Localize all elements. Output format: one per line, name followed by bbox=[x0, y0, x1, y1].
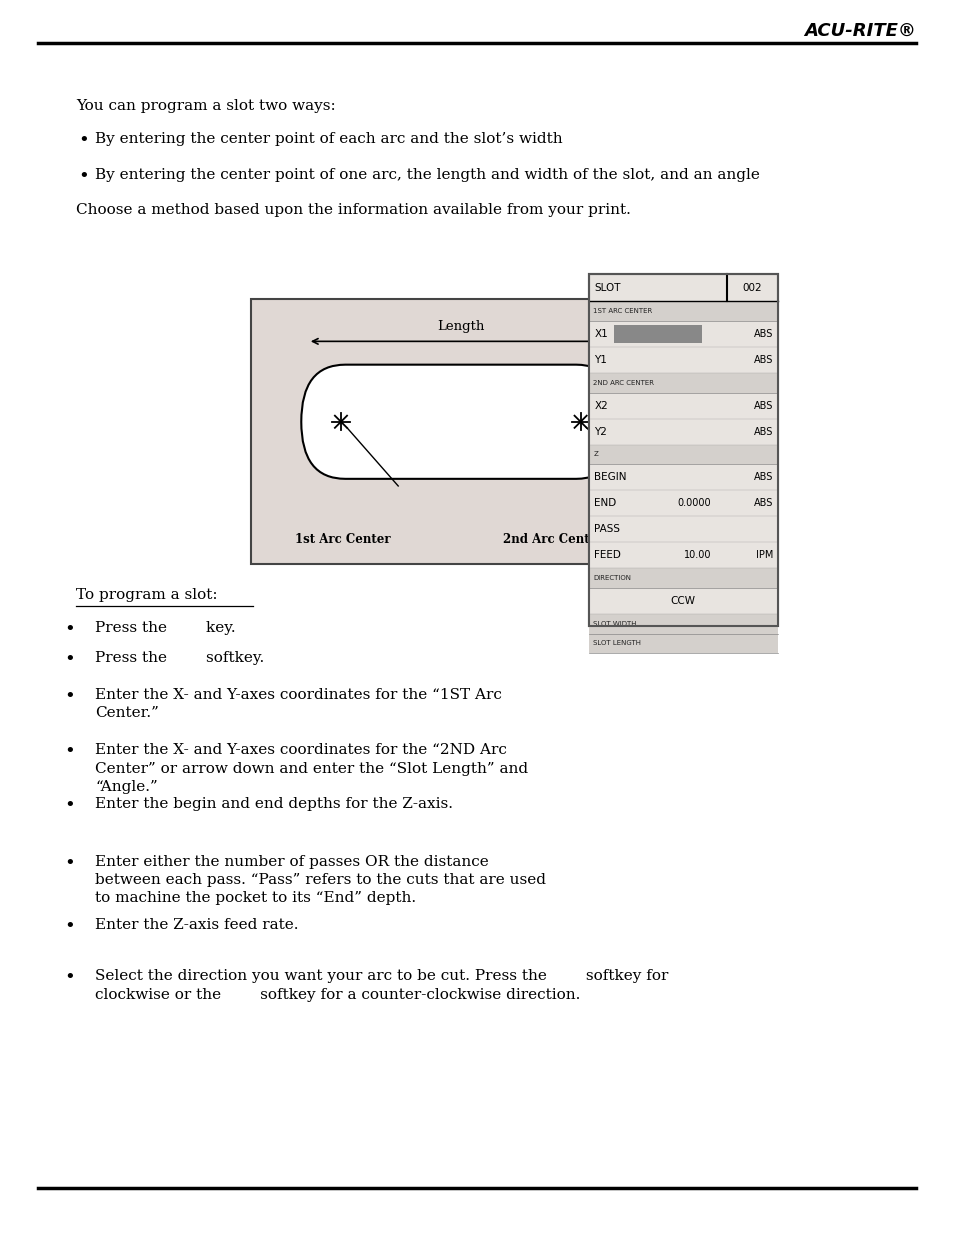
Text: SLOT WIDTH: SLOT WIDTH bbox=[593, 621, 637, 626]
Text: 2nd Arc Center: 2nd Arc Center bbox=[502, 532, 602, 546]
Text: Y1: Y1 bbox=[594, 354, 606, 366]
Bar bbox=[588, 321, 777, 347]
Text: •: • bbox=[78, 132, 89, 151]
Text: Enter the X- and Y-axes coordinates for the “2ND Arc
Center” or arrow down and e: Enter the X- and Y-axes coordinates for … bbox=[95, 743, 528, 794]
Text: 10.00: 10.00 bbox=[683, 550, 711, 561]
Text: SLOT: SLOT bbox=[594, 283, 620, 293]
Bar bbox=[588, 347, 777, 373]
Text: X1: X1 bbox=[594, 329, 607, 340]
Text: ABS: ABS bbox=[754, 498, 773, 509]
Text: IPM: IPM bbox=[756, 550, 773, 561]
Text: •: • bbox=[64, 621, 74, 640]
Text: To program a slot:: To program a slot: bbox=[76, 588, 217, 601]
Text: By entering the center point of each arc and the slot’s width: By entering the center point of each arc… bbox=[95, 132, 562, 146]
Text: •: • bbox=[64, 651, 74, 669]
Bar bbox=[588, 490, 777, 516]
Text: SLOT LENGTH: SLOT LENGTH bbox=[593, 641, 640, 646]
Bar bbox=[588, 301, 777, 321]
Text: PASS: PASS bbox=[594, 524, 619, 535]
Text: You can program a slot two ways:: You can program a slot two ways: bbox=[76, 99, 335, 112]
Bar bbox=[588, 393, 777, 419]
Text: Choose a method based upon the information available from your print.: Choose a method based upon the informati… bbox=[76, 203, 631, 216]
Text: Select the direction you want your arc to be cut. Press the        softkey for
c: Select the direction you want your arc t… bbox=[95, 969, 668, 1002]
Bar bbox=[588, 588, 777, 614]
Text: Length: Length bbox=[436, 320, 484, 332]
Bar bbox=[588, 464, 777, 490]
Bar bbox=[588, 542, 777, 568]
Text: 1ST ARC CENTER: 1ST ARC CENTER bbox=[593, 309, 652, 314]
Bar bbox=[588, 274, 777, 626]
Text: END: END bbox=[594, 498, 616, 509]
Text: ABS: ABS bbox=[754, 426, 773, 437]
Bar bbox=[588, 373, 777, 393]
Text: •: • bbox=[64, 918, 74, 936]
Text: BEGIN: BEGIN bbox=[594, 472, 626, 483]
Text: Z: Z bbox=[593, 452, 598, 457]
Text: •: • bbox=[64, 797, 74, 815]
Text: ABS: ABS bbox=[754, 354, 773, 366]
Text: 002: 002 bbox=[741, 283, 761, 293]
Bar bbox=[251, 299, 670, 564]
Text: 2ND ARC CENTER: 2ND ARC CENTER bbox=[593, 380, 654, 385]
Text: DIRECTION: DIRECTION bbox=[593, 576, 631, 580]
Text: •: • bbox=[64, 688, 74, 706]
Text: Press the        key.: Press the key. bbox=[95, 621, 235, 635]
Text: •: • bbox=[64, 969, 74, 988]
Text: Y2: Y2 bbox=[594, 426, 606, 437]
Text: CCW: CCW bbox=[670, 595, 695, 606]
Bar bbox=[588, 419, 777, 445]
Text: Enter the X- and Y-axes coordinates for the “1ST Arc
Center.”: Enter the X- and Y-axes coordinates for … bbox=[95, 688, 501, 720]
Text: Enter the Z-axis feed rate.: Enter the Z-axis feed rate. bbox=[95, 918, 298, 931]
Text: FEED: FEED bbox=[594, 550, 620, 561]
Text: Enter the begin and end depths for the Z-axis.: Enter the begin and end depths for the Z… bbox=[95, 797, 453, 810]
Text: ACU-RITE®: ACU-RITE® bbox=[803, 22, 915, 40]
Text: ABS: ABS bbox=[754, 472, 773, 483]
Text: Enter either the number of passes OR the distance
between each pass. “Pass” refe: Enter either the number of passes OR the… bbox=[95, 855, 546, 905]
Text: •: • bbox=[78, 168, 89, 186]
Text: •: • bbox=[64, 743, 74, 762]
Text: X2: X2 bbox=[594, 400, 607, 411]
Bar bbox=[588, 445, 777, 464]
Text: ABS: ABS bbox=[754, 329, 773, 340]
Bar bbox=[588, 516, 777, 542]
Text: Press the        softkey.: Press the softkey. bbox=[95, 651, 264, 664]
Bar bbox=[588, 274, 777, 626]
Text: Width: Width bbox=[652, 415, 692, 429]
Text: By entering the center point of one arc, the length and width of the slot, and a: By entering the center point of one arc,… bbox=[95, 168, 760, 182]
Bar bbox=[614, 325, 701, 343]
Bar bbox=[588, 614, 777, 634]
Text: ABS: ABS bbox=[754, 400, 773, 411]
Text: •: • bbox=[64, 855, 74, 873]
Bar bbox=[588, 634, 777, 653]
Text: 0.0000: 0.0000 bbox=[677, 498, 711, 509]
Bar bbox=[588, 568, 777, 588]
FancyBboxPatch shape bbox=[301, 364, 619, 479]
Text: 1st Arc Center: 1st Arc Center bbox=[295, 532, 391, 546]
